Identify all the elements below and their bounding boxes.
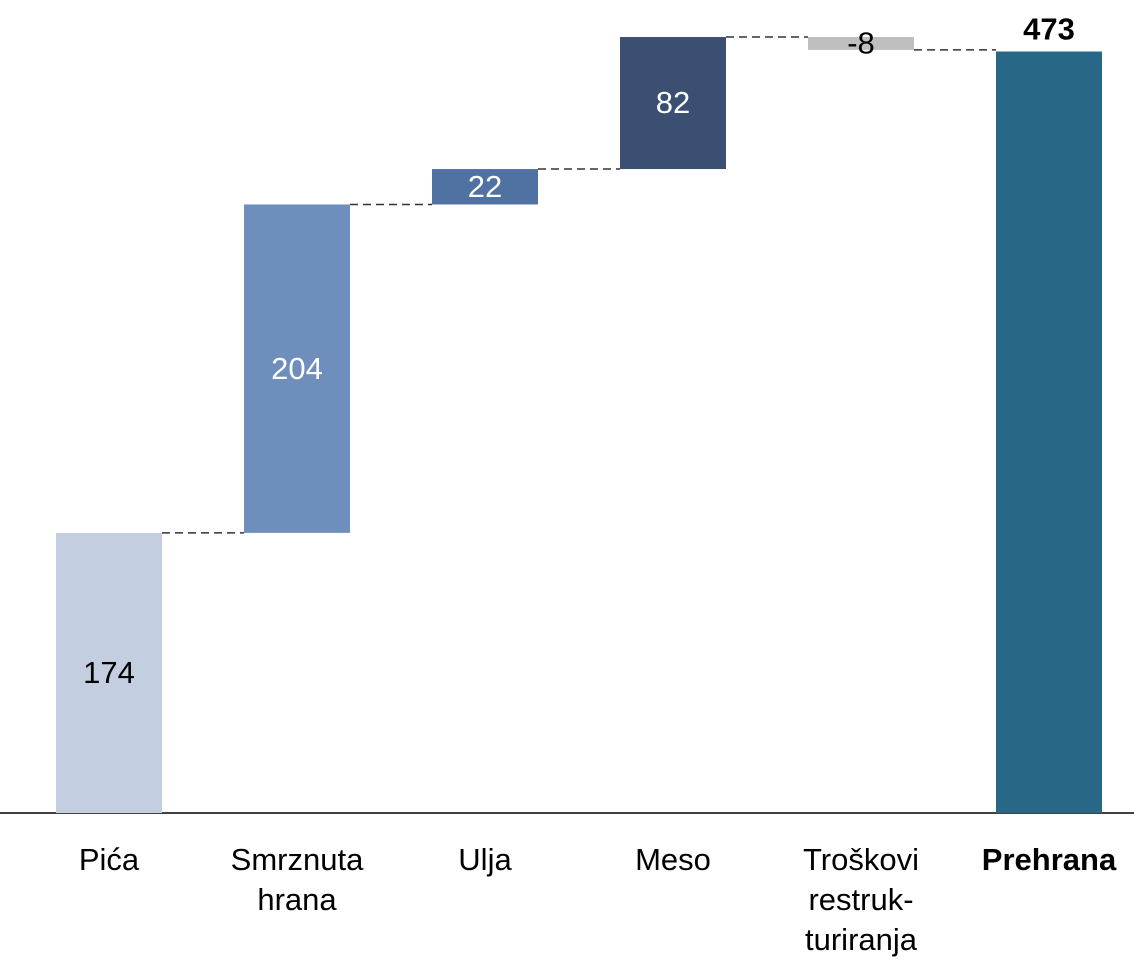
x-tick-line: Prehrana: [982, 842, 1117, 877]
bar: [996, 51, 1102, 813]
bar: [808, 37, 914, 50]
x-tick-line: Troškovi: [803, 842, 919, 877]
x-tick-label: Troškovi restruk-turiranja: [803, 842, 919, 957]
bar: [620, 37, 726, 170]
bar: [244, 204, 350, 533]
bar: [432, 169, 538, 205]
value-label: 22: [468, 169, 502, 204]
x-tick-line: Smrznuta: [231, 842, 364, 877]
bar: [56, 532, 162, 813]
value-label: 204: [271, 351, 323, 386]
value-label: -8: [847, 26, 875, 61]
x-tick-line: restruk-: [808, 882, 913, 917]
value-label: 473: [1023, 12, 1075, 47]
x-tick-line: Meso: [635, 842, 711, 877]
x-tick-line: Ulja: [458, 842, 512, 877]
x-tick-label: Smrznuta hrana: [231, 842, 364, 917]
x-tick-line: hrana: [257, 882, 337, 917]
x-tick-line: turiranja: [805, 922, 918, 957]
x-tick-label: Ulja: [458, 842, 512, 877]
x-tick-line: Pića: [79, 842, 140, 877]
x-tick-label: Prehrana: [982, 842, 1117, 877]
value-label: 174: [83, 655, 135, 690]
x-tick-label: Meso: [635, 842, 711, 877]
value-label: 82: [656, 85, 690, 120]
x-tick-label: Pića: [79, 842, 140, 877]
